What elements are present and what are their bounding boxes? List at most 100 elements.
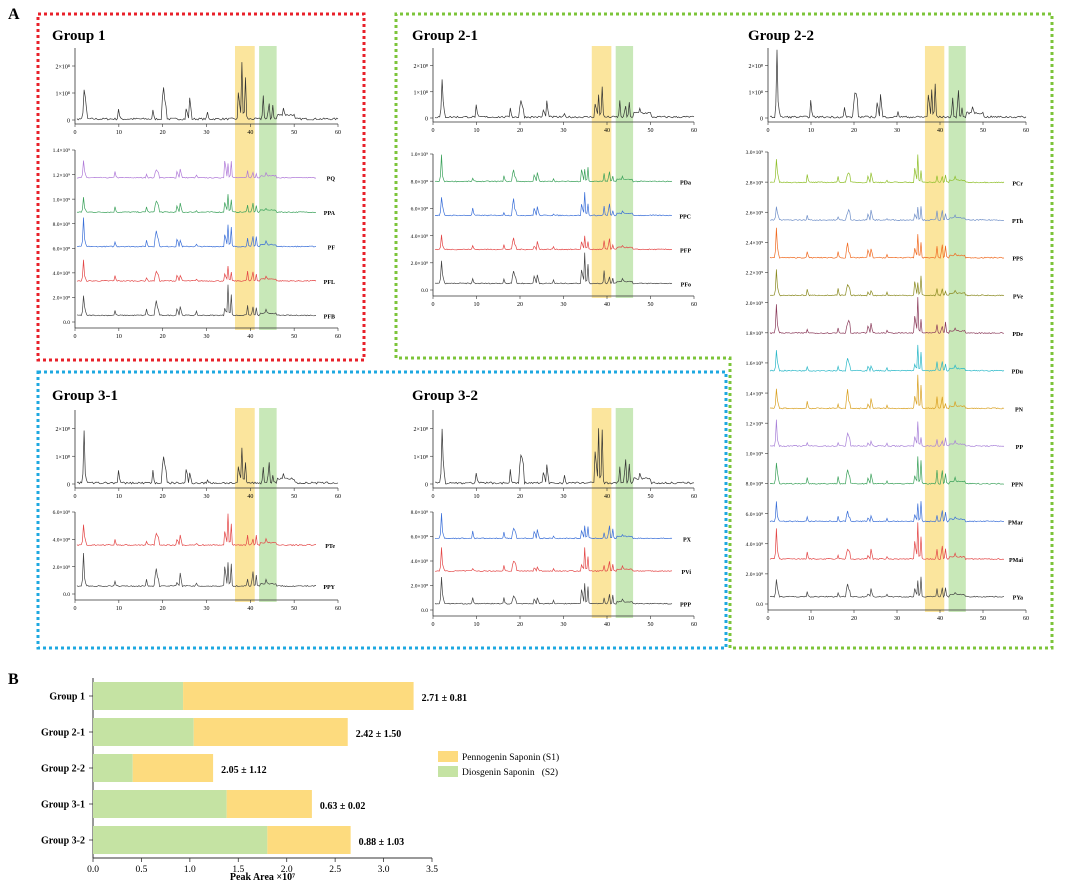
stack-tick-label: 2.0×10⁸ [53, 296, 70, 302]
ref-x-tick-label: 30 [204, 494, 210, 500]
stack-tick-label: 1.6×10⁹ [746, 361, 763, 367]
ref-x-tick-label: 50 [648, 494, 654, 500]
ref-x-tick-label: 40 [247, 130, 253, 136]
sample-label-PPA: PPA [324, 211, 336, 217]
ref-tick-label: 0 [67, 119, 70, 125]
ref-tick-label: 2×10⁸ [414, 427, 428, 433]
reference-trace [434, 79, 695, 119]
sample-trace-PX [434, 513, 673, 540]
pennogenin-band [234, 46, 255, 330]
ref-x-tick-label: 20 [160, 130, 166, 136]
stack-tick-label: 0.0 [63, 592, 70, 598]
bar-annotation: 2.42 ± 1.50 [356, 729, 402, 740]
sample-label-PVe: PVe [1013, 294, 1023, 300]
stack-x-tick-label: 40 [604, 302, 610, 308]
ref-tick-label: 1×10⁸ [749, 90, 763, 96]
diosgenin-band [615, 408, 634, 618]
reference-trace [769, 49, 1027, 119]
legend-swatch [438, 751, 458, 762]
ref-x-tick-label: 30 [894, 128, 900, 134]
bar-segment-pennogenin [132, 754, 214, 782]
diosgenin-band [615, 46, 634, 298]
legend-swatch [438, 766, 458, 777]
ref-tick-label: 2×10⁸ [56, 65, 70, 71]
ref-x-tick-label: 50 [291, 494, 297, 500]
ref-x-tick-label: 40 [937, 128, 943, 134]
pennogenin-band [591, 408, 612, 618]
sample-trace-PFB [76, 284, 316, 317]
sample-trace-PVi [434, 547, 673, 572]
group-title: Group 2-2 [748, 28, 814, 44]
sample-label-PMar: PMar [1008, 520, 1023, 526]
bar-category-label: Group 1 [49, 692, 85, 703]
stack-x-tick-label: 30 [204, 606, 210, 612]
ref-x-tick-label: 0 [74, 494, 77, 500]
sample-trace-PMar [769, 501, 1005, 523]
group-title: Group 2-1 [412, 28, 478, 44]
ref-tick-label: 0 [760, 117, 763, 123]
ref-x-tick-label: 60 [335, 494, 341, 500]
sample-trace-PPP [434, 576, 673, 605]
sample-trace-PF [76, 217, 317, 248]
bar-annotation: 2.05 ± 1.12 [221, 765, 266, 776]
sample-trace-PPA [76, 194, 317, 214]
bar-x-tick-label: 0.0 [87, 865, 99, 875]
ref-tick-label: 0 [67, 483, 70, 489]
ref-tick-label: 1×10⁸ [56, 455, 70, 461]
group-2-border [394, 12, 1054, 650]
stack-tick-label: 0.0 [63, 320, 70, 326]
stack-tick-label: 2.6×10⁹ [746, 210, 763, 216]
stack-tick-label: 1.2×10⁹ [53, 173, 70, 179]
bar-segment-pennogenin [267, 826, 351, 854]
ref-x-tick-label: 10 [808, 128, 814, 134]
ref-x-tick-label: 0 [767, 128, 770, 134]
bar-x-tick-label: 2.5 [329, 865, 341, 875]
sample-trace-PTh [769, 206, 1005, 222]
sample-label-PDe: PDe [1012, 332, 1023, 338]
sample-label-PTe: PTe [325, 544, 335, 550]
stack-tick-label: 4.0×10⁸ [411, 234, 428, 240]
ref-x-tick-label: 60 [1023, 128, 1029, 134]
bar-x-tick-label: 1.5 [232, 865, 244, 875]
ref-x-tick-label: 20 [851, 128, 857, 134]
sample-label-PDa: PDa [680, 180, 691, 186]
stack-x-tick-label: 50 [648, 622, 654, 628]
sample-trace-PP [769, 419, 1005, 448]
sample-label-PVi: PVi [682, 570, 692, 576]
ref-x-tick-label: 30 [561, 128, 567, 134]
bar-x-tick-label: 1.0 [184, 865, 196, 875]
stack-tick-label: 4.0×10⁸ [411, 559, 428, 565]
sample-trace-PPY [76, 552, 317, 588]
ref-x-tick-label: 20 [517, 128, 523, 134]
diosgenin-band [948, 46, 966, 612]
stack-tick-label: 2.0×10⁸ [411, 584, 428, 590]
chromatogram-group-1: Group 1 0 1×10⁸ 2×10⁸ 0 10 20 30 40 50 60 0.0 2.0×10… [52, 28, 341, 340]
chromatogram-group-4: Group 3-1 0 1×10⁸ 2×10⁸ 0 10 20 30 40 50 60 0.0 2.0×… [52, 388, 341, 612]
ref-x-tick-label: 0 [74, 130, 77, 136]
stack-x-tick-label: 60 [1023, 616, 1029, 622]
sample-trace-PMai [769, 522, 1005, 561]
reference-trace [76, 62, 339, 121]
sample-label-PPS: PPS [1012, 257, 1023, 263]
sample-label-PTh: PTh [1012, 219, 1024, 225]
legend-label: Diosgenin Saponin (S2) [462, 767, 558, 778]
sample-trace-PFP [434, 234, 673, 251]
stack-tick-label: 4.0×10⁸ [746, 542, 763, 548]
stack-tick-label: 1.0×10⁹ [746, 452, 763, 458]
pennogenin-band [234, 408, 255, 602]
ref-x-tick-label: 20 [160, 494, 166, 500]
ref-x-tick-label: 60 [691, 128, 697, 134]
chromatogram-group-5: Group 3-2 0 1×10⁸ 2×10⁸ 0 10 20 30 40 50 60 0.0 2.0×… [411, 388, 697, 628]
sample-trace-PDe [769, 297, 1005, 335]
diosgenin-band [259, 408, 277, 602]
reference-trace [434, 428, 695, 485]
sample-label-PFB: PFB [324, 314, 335, 320]
stack-tick-label: 2.0×10⁸ [746, 572, 763, 578]
sample-label-PDu: PDu [1012, 370, 1024, 376]
bar-segment-diosgenin [93, 754, 133, 782]
bar-annotation: 2.71 ± 0.81 [422, 693, 468, 704]
bar-category-label: Group 2-1 [41, 728, 85, 739]
bar-x-tick-label: 3.5 [426, 865, 438, 875]
panel-b-chart: B 0.0 0.5 1.0 1.5 2.0 2.5 3.0 3.5 Peak Area ×10⁷ G… [8, 671, 559, 883]
